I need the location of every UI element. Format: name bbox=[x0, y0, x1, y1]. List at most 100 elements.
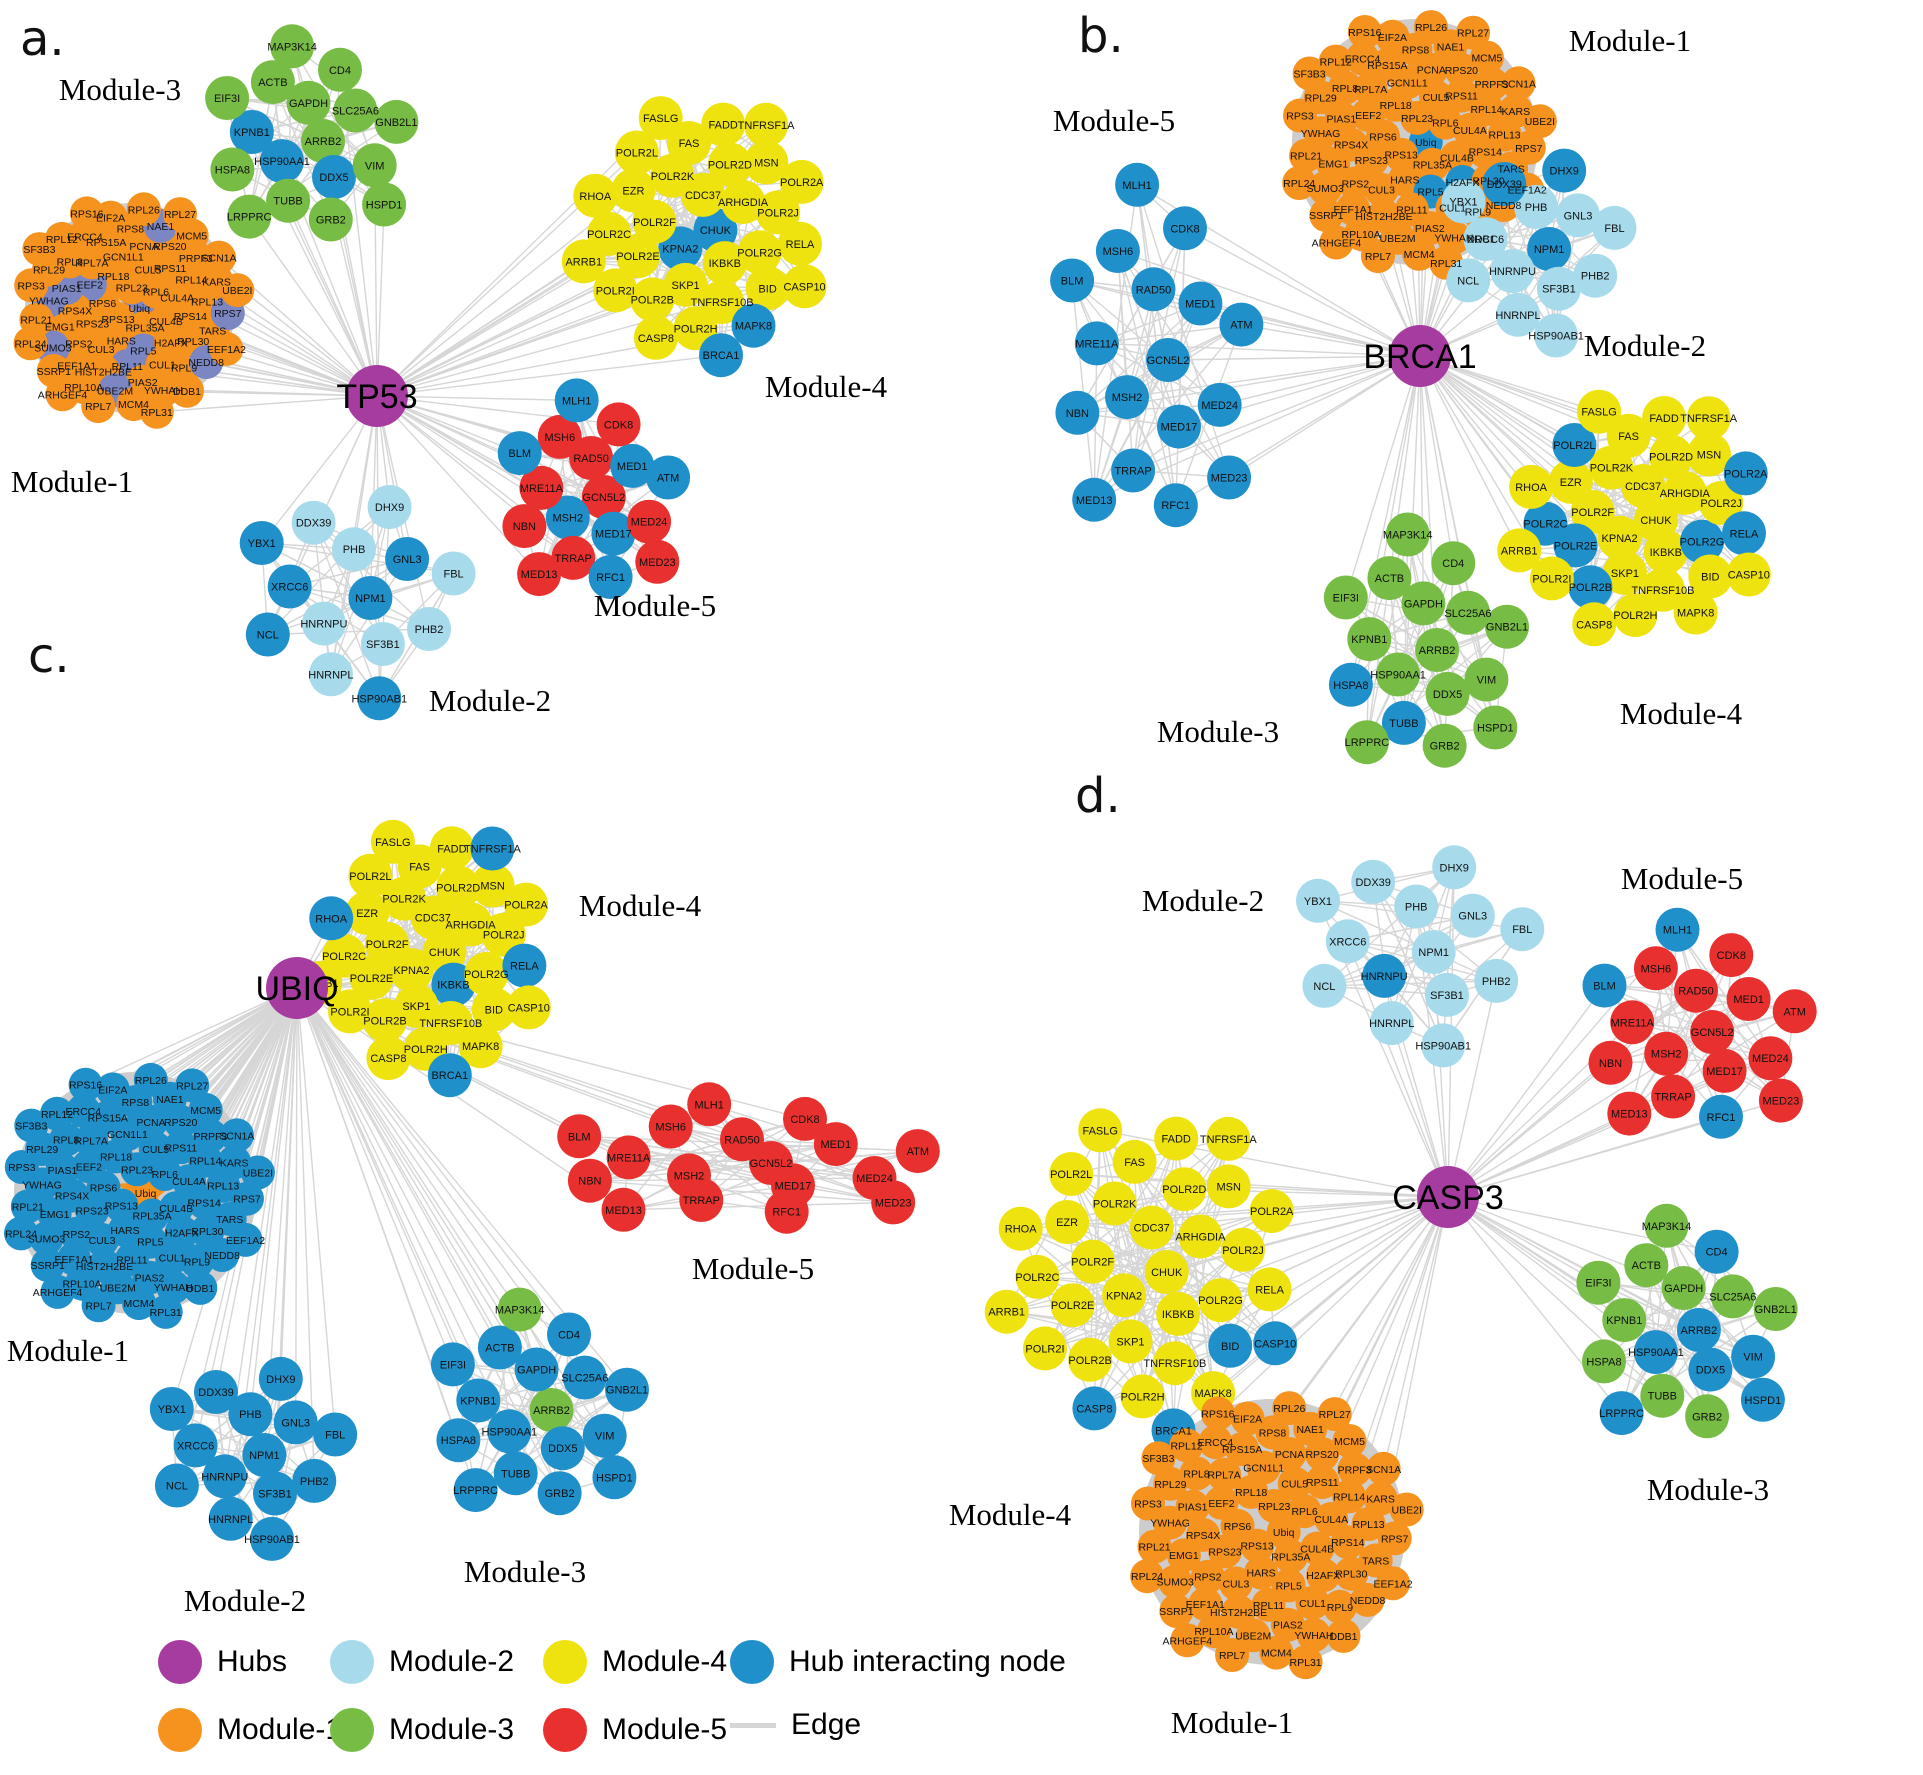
node-polr2f[interactable] bbox=[632, 199, 677, 244]
node-polr2j[interactable] bbox=[481, 912, 526, 957]
node-xrcc6[interactable] bbox=[1325, 919, 1370, 964]
node-rps16[interactable] bbox=[1200, 1396, 1235, 1431]
node-eef1a1[interactable] bbox=[1188, 1587, 1223, 1622]
node-ywhah[interactable] bbox=[1296, 1618, 1331, 1652]
node-eef1a2[interactable] bbox=[1376, 1566, 1410, 1601]
node-phb2[interactable] bbox=[1573, 253, 1618, 298]
node-ddb1[interactable] bbox=[1326, 1618, 1361, 1653]
node-ikbkb[interactable] bbox=[1156, 1291, 1201, 1336]
node-gnb2l1[interactable] bbox=[1485, 604, 1529, 649]
node-cul4b[interactable] bbox=[1300, 1531, 1335, 1566]
node-fbl[interactable] bbox=[1500, 907, 1545, 952]
node-rad50[interactable] bbox=[720, 1117, 764, 1162]
node-rela[interactable] bbox=[778, 221, 822, 266]
node-casp8[interactable] bbox=[1072, 1386, 1117, 1431]
node-sf3b1[interactable] bbox=[360, 622, 405, 666]
node-rpl9[interactable] bbox=[1322, 1589, 1357, 1624]
node-cd4[interactable] bbox=[1431, 541, 1476, 586]
node-hspa8[interactable] bbox=[1582, 1339, 1626, 1384]
node-ddx5[interactable] bbox=[1425, 671, 1470, 716]
node-blm[interactable] bbox=[497, 431, 542, 476]
node-rpl24[interactable] bbox=[1282, 166, 1317, 200]
node-tnfrsf1a[interactable] bbox=[1686, 396, 1731, 441]
node-cdk8[interactable] bbox=[596, 402, 641, 447]
node-eif2a[interactable] bbox=[1230, 1401, 1265, 1436]
node-faslg[interactable] bbox=[638, 96, 683, 141]
node-mlh1[interactable] bbox=[1115, 162, 1160, 207]
node-actb[interactable] bbox=[250, 60, 295, 105]
node-fadd[interactable] bbox=[1154, 1116, 1199, 1161]
node-gapdh[interactable] bbox=[286, 80, 331, 125]
node-polr2g[interactable] bbox=[737, 230, 782, 275]
node-chuk[interactable] bbox=[1144, 1250, 1189, 1294]
node-polr2a[interactable] bbox=[1249, 1189, 1294, 1234]
node-ddx5[interactable] bbox=[540, 1426, 585, 1471]
node-rps2[interactable] bbox=[1338, 166, 1373, 201]
node-scn1a[interactable] bbox=[219, 1118, 254, 1153]
node-cul3[interactable] bbox=[85, 1222, 119, 1257]
node-npm1[interactable] bbox=[1411, 930, 1456, 974]
node-rpl8[interactable] bbox=[1179, 1456, 1214, 1491]
node-slc25a6[interactable] bbox=[1710, 1274, 1755, 1319]
node-hsp90ab1[interactable] bbox=[250, 1516, 294, 1561]
node-polr2d[interactable] bbox=[436, 865, 481, 910]
node-polr2f[interactable] bbox=[1570, 490, 1615, 534]
node-rpl35a[interactable] bbox=[1273, 1539, 1308, 1574]
node-hsp90ab1[interactable] bbox=[1421, 1023, 1466, 1068]
node-cul5[interactable] bbox=[138, 1131, 173, 1166]
node-rpl21[interactable] bbox=[10, 1189, 45, 1224]
node-tnfrsf10b[interactable] bbox=[1152, 1341, 1197, 1386]
node-rfc1[interactable] bbox=[764, 1189, 809, 1234]
node-rps3[interactable] bbox=[1283, 98, 1317, 133]
node-kpnb1[interactable] bbox=[1347, 617, 1392, 662]
node-dhx9[interactable] bbox=[367, 485, 412, 529]
node-actb[interactable] bbox=[477, 1325, 522, 1370]
node-lrpprc[interactable] bbox=[1344, 720, 1389, 765]
node-sf3b3[interactable] bbox=[22, 232, 57, 267]
node-cul5[interactable] bbox=[1277, 1466, 1312, 1501]
node-casp10[interactable] bbox=[506, 985, 551, 1030]
node-casp8[interactable] bbox=[633, 315, 678, 360]
node-xrcc6[interactable] bbox=[173, 1423, 218, 1468]
node-ssrp1[interactable] bbox=[1309, 198, 1344, 233]
node-rhoa[interactable] bbox=[998, 1206, 1043, 1251]
node-hspd1[interactable] bbox=[592, 1455, 637, 1500]
node-tubb[interactable] bbox=[1640, 1373, 1685, 1418]
node-ywhag[interactable] bbox=[1153, 1505, 1188, 1540]
node-ezr[interactable] bbox=[1548, 459, 1593, 504]
node-med13[interactable] bbox=[1072, 477, 1117, 522]
node-hspa8[interactable] bbox=[1328, 662, 1373, 707]
node-rpl7a[interactable] bbox=[1353, 71, 1388, 106]
node-blm[interactable] bbox=[1582, 963, 1627, 1008]
node-ezr[interactable] bbox=[1045, 1200, 1090, 1244]
node-mcm4[interactable] bbox=[1402, 236, 1437, 271]
node-lrpprc[interactable] bbox=[453, 1468, 498, 1513]
node-med1[interactable] bbox=[813, 1122, 858, 1167]
node-polr2a[interactable] bbox=[779, 159, 824, 204]
hub-node-tp53[interactable] bbox=[346, 365, 408, 427]
node-ncl[interactable] bbox=[154, 1463, 199, 1508]
node-brca1[interactable] bbox=[699, 333, 743, 378]
node-h2afx[interactable] bbox=[1306, 1558, 1341, 1593]
node-rpl12[interactable] bbox=[1169, 1428, 1204, 1463]
node-polr2i[interactable] bbox=[328, 989, 372, 1034]
node-mlh1[interactable] bbox=[554, 378, 599, 423]
node-polr2j[interactable] bbox=[1699, 481, 1744, 525]
node-prpf3[interactable] bbox=[193, 1118, 228, 1153]
node-med1[interactable] bbox=[610, 443, 655, 488]
node-med1[interactable] bbox=[1726, 977, 1771, 1021]
node-ercc4[interactable] bbox=[1198, 1425, 1233, 1460]
node-rps16[interactable] bbox=[1347, 15, 1382, 49]
node-eef1a2[interactable] bbox=[228, 1222, 263, 1257]
node-sf3b3[interactable] bbox=[1292, 56, 1327, 91]
node-rhoa[interactable] bbox=[309, 896, 354, 941]
node-mcm4[interactable] bbox=[1259, 1635, 1294, 1670]
node-med23[interactable] bbox=[871, 1180, 916, 1225]
node-ncl[interactable] bbox=[245, 612, 290, 657]
node-phb2[interactable] bbox=[292, 1458, 337, 1503]
node-ube2i[interactable] bbox=[1522, 104, 1557, 139]
node-tnfrsf1a[interactable] bbox=[744, 102, 789, 147]
node-gapdh[interactable] bbox=[1401, 581, 1446, 626]
node-rpl27[interactable] bbox=[1456, 15, 1491, 50]
node-polr2a[interactable] bbox=[1723, 451, 1768, 496]
